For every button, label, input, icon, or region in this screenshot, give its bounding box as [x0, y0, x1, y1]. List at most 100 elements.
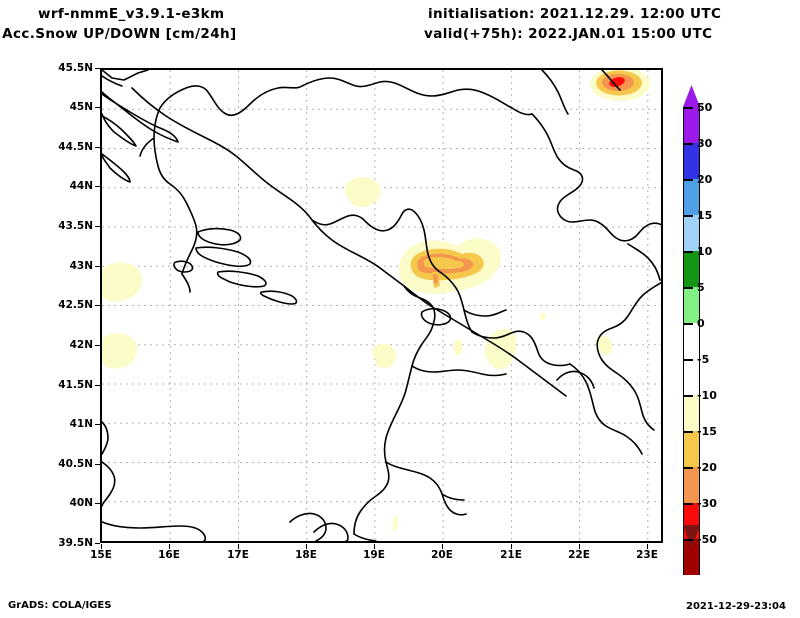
colorbar-label: 15	[697, 209, 713, 222]
feature-romania-dot	[539, 312, 546, 320]
colorbar-arrow-down	[683, 525, 700, 549]
ytick-label: 45.5N	[58, 62, 93, 74]
ytick-mark	[95, 503, 100, 504]
colorbar-label: -50	[697, 533, 717, 546]
colorbar-segment	[683, 359, 700, 395]
colorbar-tick	[683, 287, 693, 289]
xtick-label: 19E	[363, 549, 385, 561]
xtick-mark	[101, 544, 102, 549]
xtick-mark	[442, 544, 443, 549]
ytick-label: 43.5N	[58, 220, 93, 232]
colorbar-label: 5	[697, 281, 705, 294]
ytick-label: 40.5N	[58, 458, 93, 470]
colorbar-label: -5	[697, 353, 710, 366]
colorbar[interactable]	[683, 85, 700, 575]
feature-ne-romania	[590, 70, 650, 101]
initialisation-label: initialisation: 2021.12.29. 12:00 UTC	[428, 6, 722, 22]
colorbar-label: 20	[697, 173, 713, 186]
colorbar-segment	[683, 107, 700, 143]
xtick-label: 20E	[431, 549, 453, 561]
xtick-label: 16E	[158, 549, 180, 561]
ytick-mark	[95, 226, 100, 227]
colorbar-segment	[683, 395, 700, 431]
ytick-mark	[95, 345, 100, 346]
xtick-label: 23E	[636, 549, 658, 561]
ytick-label: 44.5N	[58, 141, 93, 153]
xtick-mark	[579, 544, 580, 549]
xtick-mark	[238, 544, 239, 549]
colorbar-segment	[683, 251, 700, 287]
colorbar-tick	[683, 539, 693, 541]
colorbar-segment	[683, 539, 700, 575]
colorbar-tick	[683, 359, 693, 361]
ytick-mark	[95, 147, 100, 148]
colorbar-tick	[683, 179, 693, 181]
colorbar-tick	[683, 143, 693, 145]
ytick-mark	[95, 107, 100, 108]
colorbar-label: 50	[697, 101, 713, 114]
colorbar-segment	[683, 215, 700, 251]
colorbar-tick	[683, 431, 693, 433]
colorbar-tick	[683, 395, 693, 397]
coastlines-and-borders	[102, 70, 661, 541]
colorbar-label: 0	[697, 317, 705, 330]
feature-albania	[372, 343, 396, 369]
model-title: wrf-nmmE_v3.9.1-e3km	[38, 6, 225, 22]
colorbar-arrow-up	[683, 85, 700, 107]
xtick-mark	[374, 544, 375, 549]
feature-albania-streak	[392, 515, 399, 532]
ytick-mark	[95, 385, 100, 386]
feature-serbia-trace	[453, 339, 463, 356]
xtick-label: 21E	[500, 549, 522, 561]
colorbar-segment	[683, 323, 700, 359]
ytick-label: 40N	[69, 497, 93, 509]
xtick-label: 15E	[90, 549, 112, 561]
ytick-label: 45N	[69, 101, 93, 113]
colorbar-tick	[683, 251, 693, 253]
xtick-label: 22E	[568, 549, 590, 561]
colorbar-label: 10	[697, 245, 713, 258]
feature-montenegro	[398, 238, 501, 294]
ytick-mark	[95, 305, 100, 306]
colorbar-label: -20	[697, 461, 717, 474]
xtick-mark	[511, 544, 512, 549]
colorbar-segment	[683, 287, 700, 323]
colorbar-tick	[683, 323, 693, 325]
colorbar-tick	[683, 107, 693, 109]
valid-time-label: valid(+75h): 2022.JAN.01 15:00 UTC	[424, 26, 713, 42]
colorbar-label: -15	[697, 425, 717, 438]
ytick-mark	[95, 424, 100, 425]
ytick-mark	[95, 543, 100, 544]
snow-field-shading	[102, 70, 650, 532]
xtick-label: 17E	[227, 549, 249, 561]
ytick-mark	[95, 266, 100, 267]
ytick-label: 43N	[69, 260, 93, 272]
feature-kosovo	[484, 328, 516, 370]
feature-bosnia	[345, 177, 381, 208]
colorbar-label: 30	[697, 137, 713, 150]
colorbar-segment	[683, 143, 700, 179]
xtick-mark	[306, 544, 307, 549]
ytick-label: 42.5N	[58, 299, 93, 311]
ytick-label: 42N	[69, 339, 93, 351]
ytick-label: 39.5N	[58, 537, 93, 549]
colorbar-tick	[683, 503, 693, 505]
colorbar-tick	[683, 467, 693, 469]
colorbar-tick	[683, 215, 693, 217]
grid-lines	[102, 70, 661, 541]
xtick-mark	[169, 544, 170, 549]
colorbar-label: -10	[697, 389, 717, 402]
xtick-mark	[647, 544, 648, 549]
colorbar-segment	[683, 431, 700, 467]
feature-bulgaria-trace	[595, 335, 613, 355]
colorbar-label: -30	[697, 497, 717, 510]
generation-timestamp: 2021-12-29-23:04	[686, 601, 786, 612]
xtick-label: 18E	[295, 549, 317, 561]
grads-credit: GrADS: COLA/IGES	[8, 600, 112, 611]
ytick-label: 41.5N	[58, 379, 93, 391]
ytick-label: 44N	[69, 180, 93, 192]
ytick-mark	[95, 464, 100, 465]
field-title: n Acc.Snow UP/DOWN [cm/24h]	[0, 26, 237, 42]
colorbar-segment	[683, 179, 700, 215]
ytick-mark	[95, 186, 100, 187]
